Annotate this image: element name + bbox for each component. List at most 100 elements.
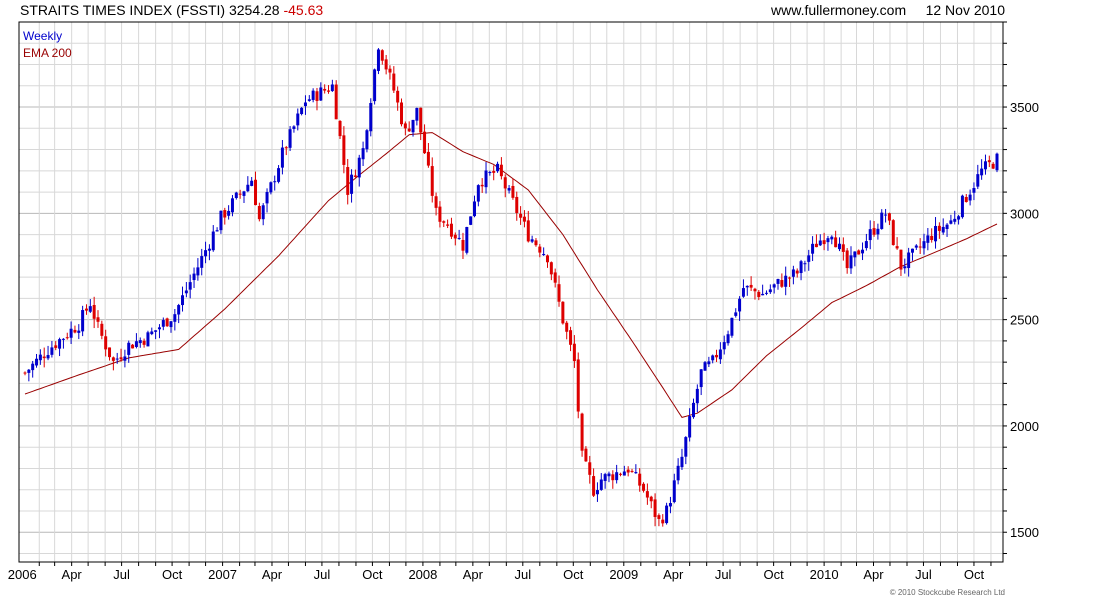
- candle: [926, 228, 930, 251]
- candle: [134, 333, 138, 349]
- candle-body: [181, 295, 185, 306]
- candle-body: [569, 330, 573, 345]
- candle-body: [776, 278, 780, 284]
- candle: [745, 285, 749, 296]
- candle: [699, 368, 703, 396]
- candle: [69, 321, 73, 345]
- candle: [515, 191, 519, 221]
- candle-body: [73, 329, 77, 333]
- candle-body: [761, 293, 765, 296]
- candle-body: [980, 168, 984, 176]
- candle: [261, 203, 265, 226]
- candle-body: [77, 330, 81, 333]
- candle: [607, 471, 611, 483]
- candle-body: [69, 328, 73, 338]
- candle-body: [284, 147, 288, 149]
- candle-body: [119, 357, 123, 360]
- candle: [880, 209, 884, 230]
- candle: [23, 371, 27, 376]
- candle: [484, 162, 488, 194]
- candle: [757, 290, 761, 301]
- candle: [181, 286, 185, 312]
- candle: [380, 49, 384, 65]
- candle-body: [538, 246, 542, 253]
- candle-body: [626, 469, 630, 473]
- candle: [595, 482, 599, 502]
- candle-body: [595, 490, 599, 495]
- candle: [196, 258, 200, 281]
- candle: [31, 360, 35, 378]
- candle: [661, 514, 665, 527]
- candle-body: [526, 220, 530, 242]
- candle-body: [265, 191, 269, 204]
- site-link[interactable]: www.fullermoney.com: [771, 2, 907, 18]
- candle-body: [972, 188, 976, 193]
- candle: [165, 317, 169, 327]
- candle-body: [376, 49, 380, 71]
- candle: [722, 335, 726, 355]
- candle-body: [484, 170, 488, 188]
- candle-body: [934, 225, 938, 242]
- candle: [922, 233, 926, 255]
- candle-body: [945, 224, 949, 230]
- candle-body: [715, 354, 719, 358]
- candle-body: [476, 185, 480, 202]
- candle: [442, 220, 446, 228]
- candle-body: [983, 161, 987, 170]
- candle-body: [557, 284, 561, 302]
- candle-body: [634, 472, 638, 474]
- candle: [35, 353, 39, 368]
- candle-body: [42, 356, 46, 359]
- candle: [146, 330, 150, 347]
- candle-body: [876, 228, 880, 235]
- candle-body: [177, 305, 181, 315]
- candle-body: [545, 255, 549, 263]
- candle-body: [215, 230, 219, 232]
- candle-body: [449, 223, 453, 237]
- candle: [338, 120, 342, 140]
- candle-body: [895, 246, 899, 249]
- candle-body: [488, 172, 492, 174]
- candle-body: [277, 168, 281, 182]
- candle-body: [300, 107, 304, 115]
- candle-body: [361, 148, 365, 160]
- candle: [27, 368, 31, 382]
- candle: [711, 354, 715, 364]
- candle: [972, 182, 976, 201]
- candle: [123, 349, 127, 368]
- candle: [603, 472, 607, 489]
- candle: [384, 54, 388, 75]
- candle: [273, 175, 277, 191]
- candle: [92, 296, 96, 329]
- candle: [784, 266, 788, 296]
- candle-body: [565, 322, 569, 332]
- candle: [776, 278, 780, 290]
- candle-body: [438, 206, 442, 222]
- candle: [968, 189, 972, 206]
- candle-body: [157, 327, 161, 330]
- candle: [795, 268, 799, 278]
- candle-body: [818, 240, 822, 246]
- candle: [499, 157, 503, 180]
- candle-body: [749, 284, 753, 288]
- candle: [430, 157, 434, 203]
- plot-frame: [18, 21, 1004, 563]
- candle: [469, 216, 473, 226]
- candle-body: [699, 369, 703, 388]
- x-tick-label: Jul: [715, 567, 732, 582]
- candle-body: [58, 339, 62, 349]
- candle: [311, 88, 315, 103]
- candle-body: [108, 347, 112, 358]
- candle: [58, 337, 62, 357]
- x-tick-label: Apr: [463, 567, 484, 582]
- candle: [192, 267, 196, 288]
- candle-body: [837, 243, 841, 250]
- candle: [995, 152, 999, 173]
- candle: [61, 338, 65, 349]
- candle: [457, 229, 461, 240]
- candle-body: [680, 456, 684, 468]
- candle-body: [465, 226, 469, 253]
- candle: [288, 126, 292, 152]
- candle: [292, 125, 296, 133]
- candle: [557, 275, 561, 307]
